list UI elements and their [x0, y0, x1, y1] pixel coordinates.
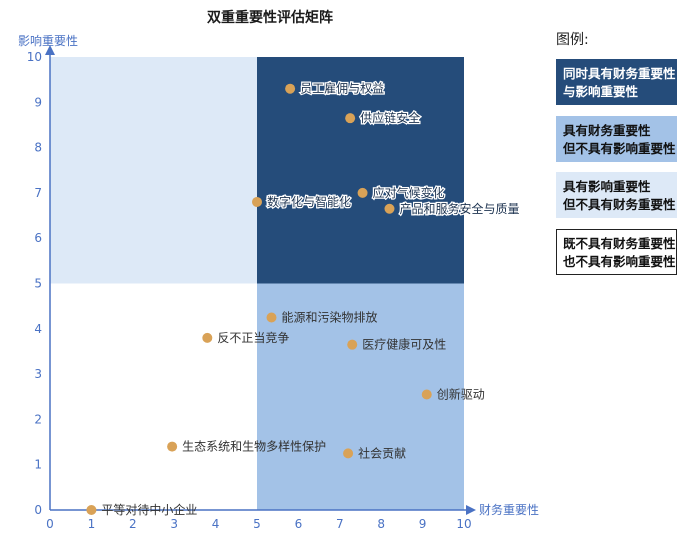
data-point-label: 反不正当竞争: [217, 331, 289, 345]
y-tick-label: 10: [27, 50, 42, 64]
quadrant-bottom-left: [50, 283, 257, 510]
legend-item-line2: 但不具有影响重要性: [563, 141, 676, 156]
legend-item-line1: 既不具有财务重要性: [563, 236, 676, 251]
data-point: [384, 203, 395, 214]
x-tick-label: 6: [295, 517, 303, 531]
quadrant-top-left: [50, 57, 257, 284]
x-tick-label: 3: [170, 517, 178, 531]
x-tick-label: 9: [419, 517, 427, 531]
x-tick-label: 1: [88, 517, 96, 531]
y-tick-label: 1: [34, 458, 42, 472]
data-point: [86, 505, 97, 515]
y-tick-label: 2: [34, 412, 42, 426]
x-axis-arrow: [466, 505, 476, 515]
legend-item: 具有财务重要性但不具有影响重要性: [556, 116, 677, 162]
data-point-label: 创新驱动: [437, 386, 485, 401]
y-axis-label: 影响重要性: [18, 33, 78, 48]
data-point-label: 社会贡献: [358, 445, 406, 460]
x-tick-label: 7: [336, 517, 344, 531]
data-point-label: 应对气候变化: [373, 185, 445, 200]
quadrant-top-right: [257, 57, 464, 284]
data-point-label: 医疗健康可及性: [362, 337, 446, 352]
data-point: [343, 448, 354, 459]
legend-item-line2: 也不具有影响重要性: [563, 254, 676, 269]
x-tick-label: 10: [456, 517, 471, 531]
data-point: [167, 441, 178, 452]
y-tick-label: 0: [34, 503, 42, 517]
legend-item: 具有影响重要性但不具有财务重要性: [556, 172, 677, 218]
legend-item-line1: 具有影响重要性: [563, 179, 651, 194]
y-tick-label: 4: [34, 322, 42, 336]
data-point-label: 数字化与智能化: [267, 194, 351, 209]
data-point: [266, 312, 277, 323]
x-tick-label: 4: [212, 517, 220, 531]
data-point: [421, 389, 432, 400]
x-axis-label: 财务重要性: [479, 502, 539, 517]
legend-item-line1: 同时具有财务重要性: [563, 66, 676, 81]
data-point-label: 供应链安全: [360, 110, 420, 125]
data-point: [252, 196, 262, 207]
y-tick-label: 5: [34, 277, 42, 291]
data-point-label: 员工雇佣与权益: [300, 81, 384, 96]
data-point-label: 平等对待中小企业: [101, 502, 197, 517]
x-tick-label: 5: [253, 517, 261, 531]
x-tick-label: 0: [46, 517, 54, 531]
legend-title: 图例:: [556, 32, 589, 48]
y-axis-arrow: [45, 45, 55, 55]
legend-item-line2: 但不具有财务重要性: [563, 197, 676, 212]
data-point: [202, 332, 213, 343]
data-point: [347, 339, 358, 350]
y-tick-label: 7: [34, 186, 42, 200]
y-tick-label: 9: [34, 95, 42, 109]
data-point: [285, 83, 296, 94]
legend-item: 既不具有财务重要性 也不具有影响重要性: [556, 229, 677, 275]
y-tick-label: 8: [34, 141, 42, 155]
y-tick-label: 3: [34, 367, 42, 381]
data-point-label: 生态系统和生物多样性保护: [182, 439, 326, 454]
data-point: [357, 187, 368, 198]
y-tick-label: 6: [34, 231, 42, 245]
data-point: [345, 113, 356, 124]
x-tick-label: 8: [377, 517, 385, 531]
data-point-label: 产品和服务安全与质量: [399, 201, 519, 216]
legend-item-line1: 具有财务重要性: [563, 123, 651, 138]
chart-title: 双重重要性评估矩阵: [207, 9, 333, 26]
x-tick-label: 2: [129, 517, 137, 531]
legend-item: 同时具有财务重要性 与影响重要性: [556, 59, 677, 105]
legend-item-line2: 与影响重要性: [563, 84, 639, 99]
data-point-label: 能源和污染物排放: [281, 309, 377, 324]
